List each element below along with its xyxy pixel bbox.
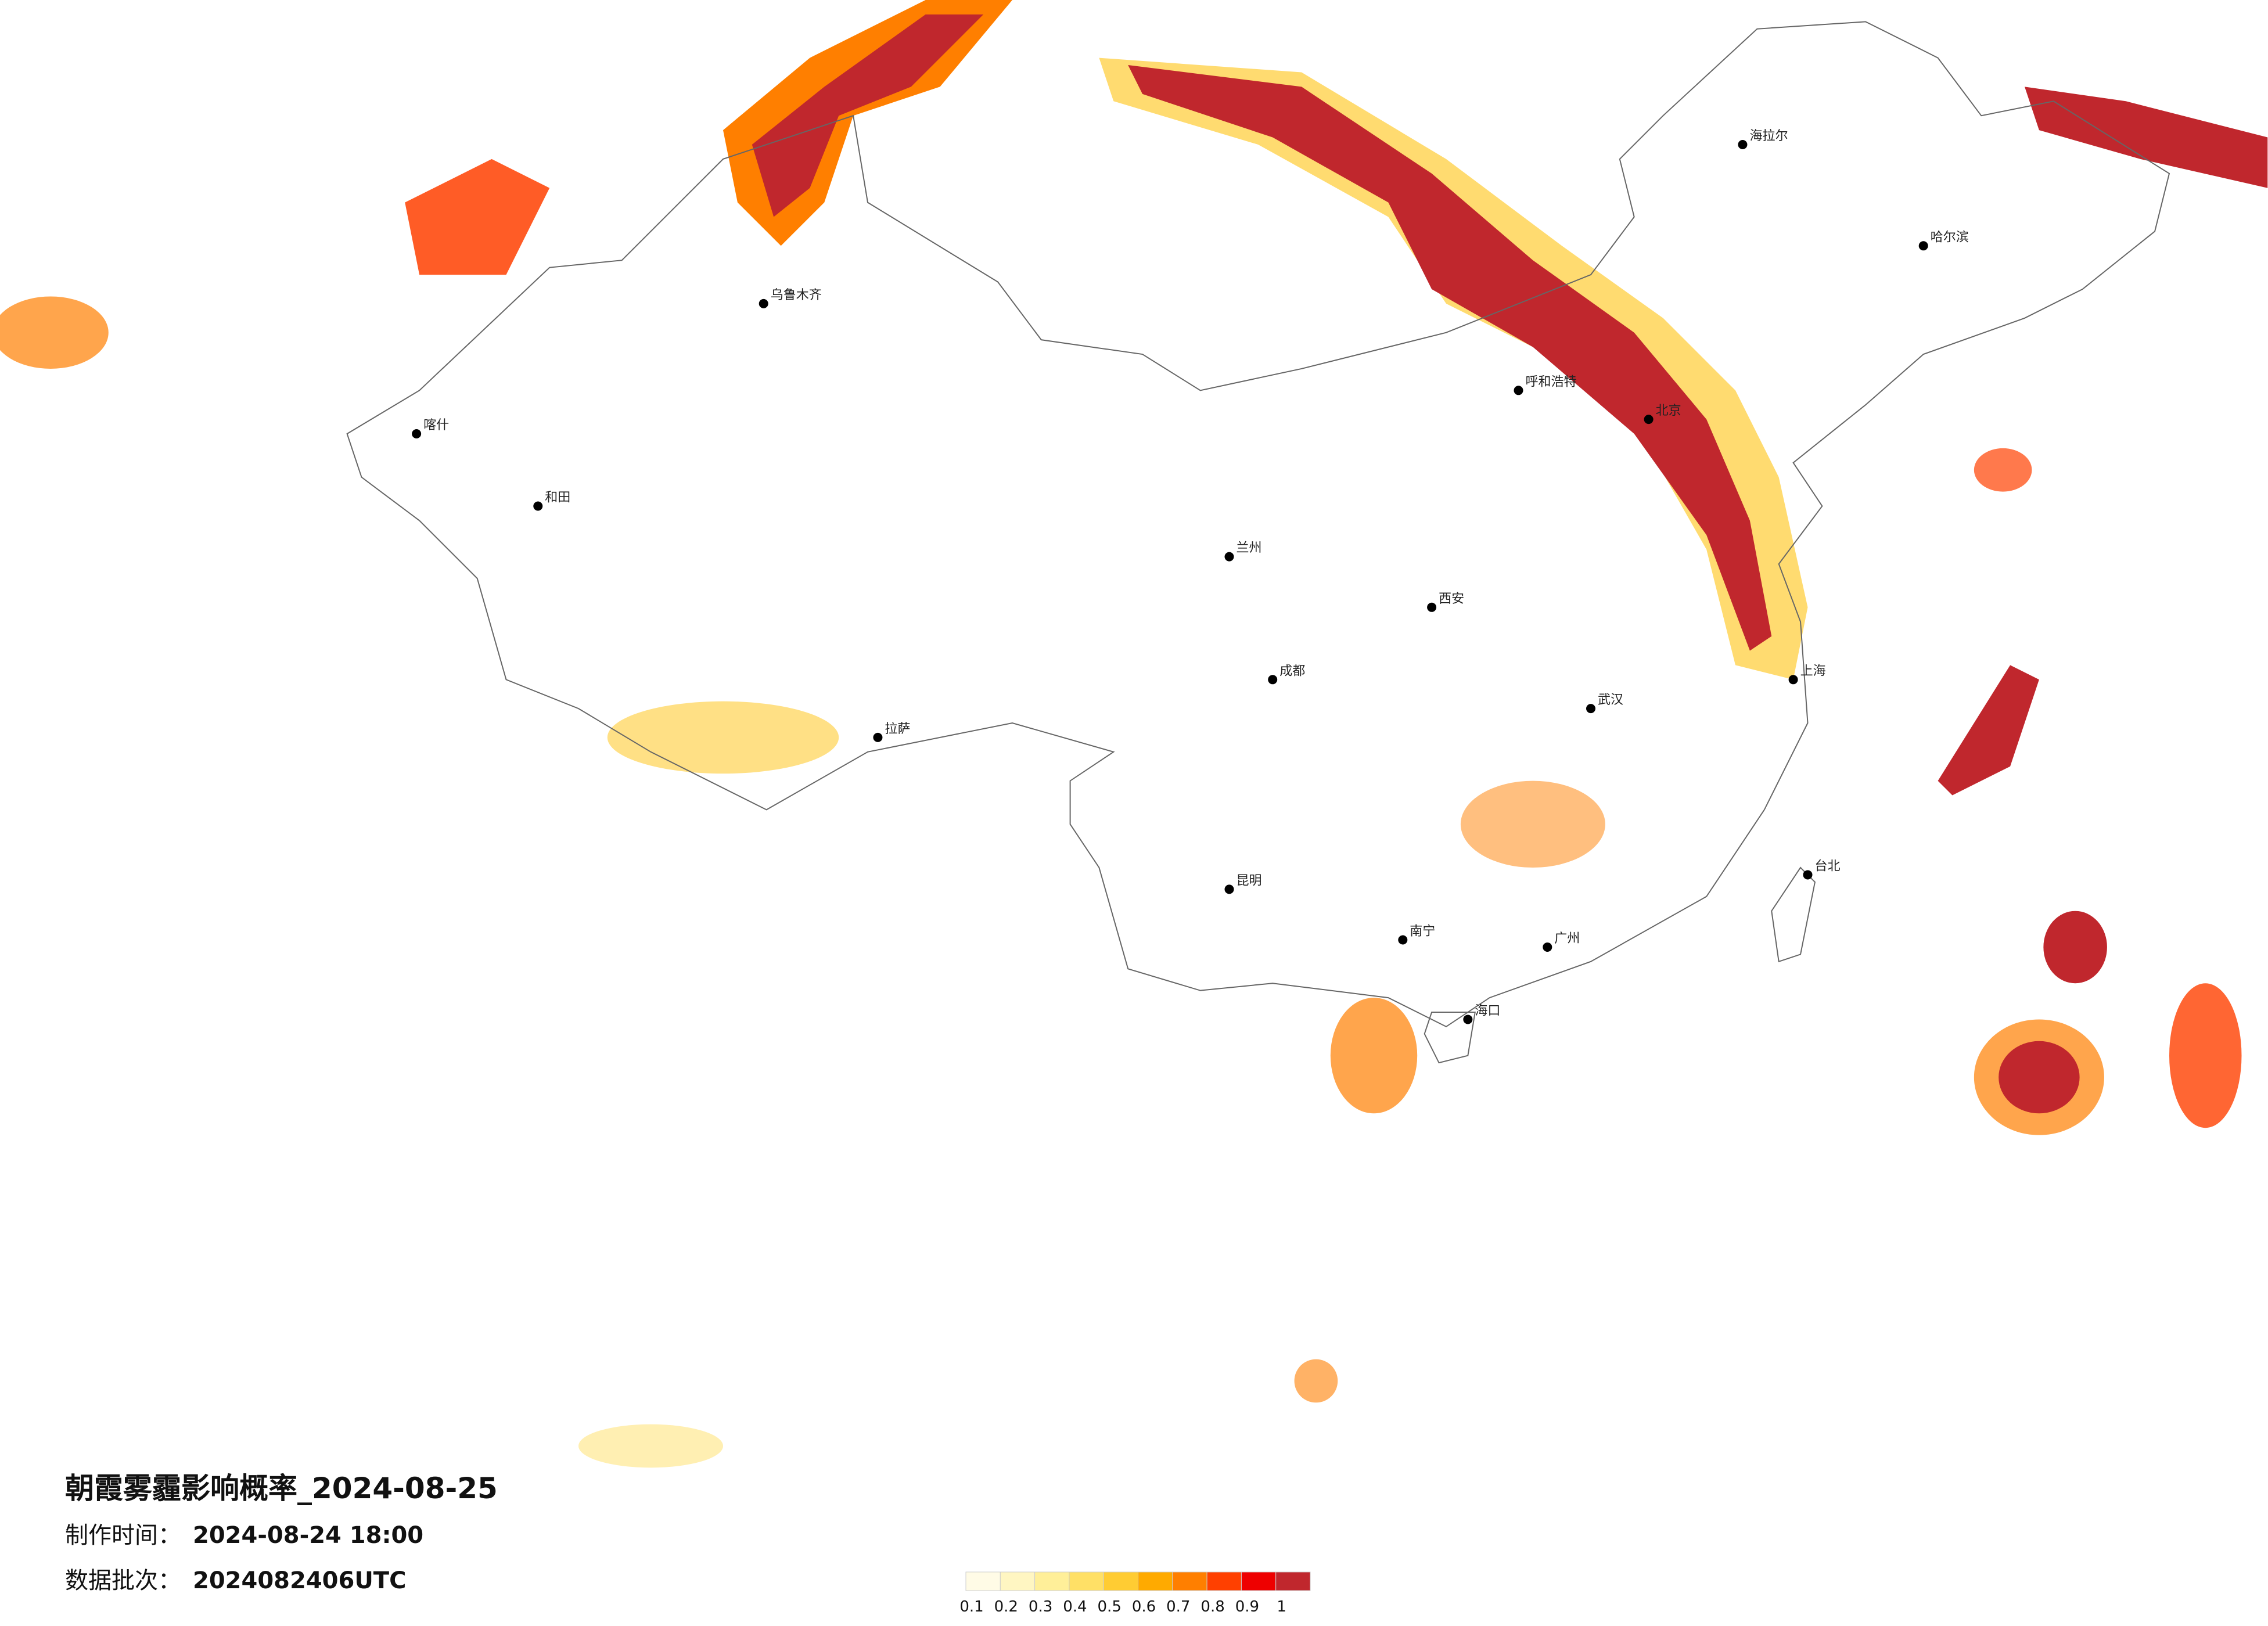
city-dot [412,429,422,438]
city-dot [1586,704,1595,714]
legend-label: 0.9 [1235,1598,1259,1616]
legend-swatch [1000,1571,1036,1591]
city-label: 海口 [1475,1003,1500,1018]
legend-swatch [1069,1571,1104,1591]
legend-swatch [1103,1571,1138,1591]
legend-swatch [1275,1571,1311,1591]
city-dot [1543,942,1552,952]
hainan-outline [1424,1012,1476,1064]
map-layer [0,0,2268,1468]
city-label: 北京 [1656,404,1681,418]
city-label: 哈尔滨 [1931,230,1969,244]
city-label: 昆明 [1237,873,1262,888]
legend-swatch [1034,1571,1070,1591]
made-label: 制作时间： [65,1522,181,1549]
legend-label: 0.5 [1098,1598,1122,1616]
city-dot [1463,1015,1473,1024]
batch-label: 数据批次： [65,1567,181,1594]
city-dot [1644,415,1654,425]
city-dot [1918,241,1928,251]
city-label: 广州 [1554,931,1580,946]
city-dot [1224,552,1234,562]
city-label: 和田 [545,491,570,505]
city-label: 西安 [1439,592,1464,606]
legend-swatch [1138,1571,1173,1591]
city-label: 兰州 [1237,541,1262,556]
city-dot [1803,870,1813,880]
legend-label: 0.3 [1029,1598,1052,1616]
city-dot [1427,602,1437,612]
legend-label: 0.4 [1063,1598,1087,1616]
city-dot [1514,386,1523,395]
city-label: 武汉 [1598,693,1623,707]
city-dot [1398,935,1408,945]
city-label: 拉萨 [885,722,910,736]
city-label: 呼和浩特 [1526,375,1577,389]
title: 朝霞雾霾影响概率_2024-08-25 [65,1472,498,1505]
legend-swatch [1241,1571,1277,1591]
taiwan-outline [1771,866,1816,963]
city-label: 海拉尔 [1749,129,1788,143]
city-dot [1224,884,1234,894]
city-label: 台北 [1815,859,1841,873]
made-time: 2024-08-24 18:00 [193,1522,423,1549]
city-label: 南宁 [1410,924,1435,939]
legend-swatch [1172,1571,1207,1591]
city-dot [1738,140,1748,149]
legend-label: 1 [1277,1598,1286,1616]
city-dot [1788,675,1798,685]
city-dot [1268,675,1278,685]
city-label: 喀什 [423,418,449,433]
legend-label: 0.2 [994,1598,1018,1616]
city-label: 乌鲁木齐 [771,288,822,303]
haze-field [0,0,2268,1468]
china-outline [346,21,2170,1028]
city-dot [533,501,543,511]
legend-label: 0.8 [1201,1598,1224,1616]
legend-label: 0.7 [1166,1598,1190,1616]
city-dot [759,298,768,308]
legend-swatch [1206,1571,1242,1591]
legend-label: 0.6 [1132,1598,1156,1616]
legend-label: 0.1 [959,1598,983,1616]
city-label: 上海 [1800,664,1826,678]
city-label: 成都 [1279,664,1305,678]
city-dot [873,732,883,742]
batch: 2024082406UTC [193,1567,406,1594]
legend-swatch [965,1571,1001,1591]
